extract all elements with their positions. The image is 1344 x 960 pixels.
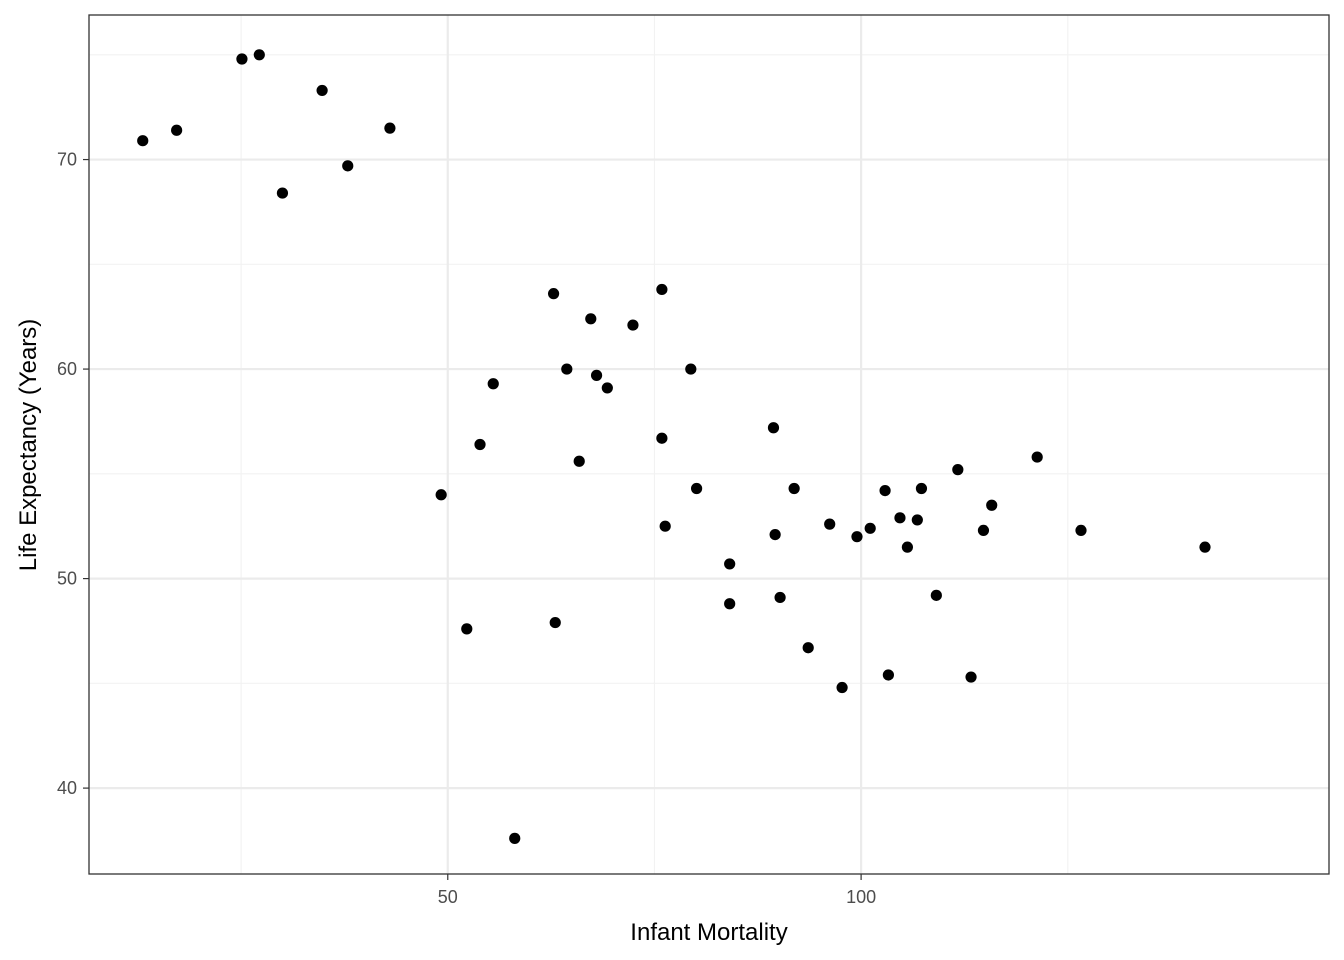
- y-tick-label: 70: [57, 150, 77, 170]
- data-point: [1075, 524, 1087, 537]
- data-point: [894, 512, 906, 524]
- x-tick-label: 100: [846, 887, 876, 907]
- data-point: [986, 499, 998, 511]
- data-point: [461, 623, 473, 635]
- data-point: [656, 283, 668, 296]
- plot-panel: [89, 15, 1329, 874]
- data-point: [824, 518, 836, 530]
- y-axis: 40 50 60 70: [57, 150, 89, 798]
- x-axis: 50 100: [438, 874, 876, 907]
- data-point: [316, 84, 328, 97]
- data-point: [691, 482, 703, 495]
- data-point: [236, 53, 248, 65]
- data-point: [585, 313, 597, 325]
- x-tick-label: 50: [438, 887, 458, 907]
- data-point: [767, 422, 780, 434]
- data-point: [547, 288, 560, 300]
- data-point: [802, 642, 814, 654]
- data-point: [276, 187, 289, 199]
- data-point: [1031, 451, 1043, 463]
- data-point: [384, 122, 396, 134]
- y-tick-label: 40: [57, 778, 77, 798]
- data-point: [561, 363, 573, 375]
- data-point: [952, 464, 964, 476]
- data-point: [137, 135, 149, 147]
- data-point: [549, 616, 561, 629]
- data-point: [965, 671, 977, 683]
- data-point: [659, 520, 671, 532]
- data-point: [685, 363, 697, 375]
- panel-border: [88, 14, 1330, 875]
- data-point: [724, 558, 736, 570]
- data-point: [474, 438, 486, 451]
- data-point: [171, 124, 183, 136]
- data-point: [836, 681, 848, 694]
- major-gridlines: [89, 15, 1329, 874]
- data-point: [774, 591, 786, 604]
- data-point: [509, 832, 521, 844]
- data-points: [137, 49, 1211, 844]
- data-point: [435, 489, 447, 501]
- data-point: [253, 49, 265, 61]
- data-point: [627, 319, 639, 331]
- y-tick-label: 60: [57, 359, 77, 379]
- data-point: [1199, 541, 1211, 553]
- data-point: [342, 160, 354, 172]
- y-axis-title: Life Expectancy (Years): [15, 319, 42, 572]
- data-point: [915, 482, 928, 495]
- data-point: [864, 522, 876, 534]
- data-point: [590, 369, 603, 381]
- data-point: [487, 378, 499, 390]
- y-tick-label: 50: [57, 569, 77, 589]
- data-point: [724, 598, 736, 610]
- data-point: [911, 514, 923, 526]
- data-point: [851, 531, 863, 543]
- data-point: [601, 382, 613, 394]
- data-point: [879, 484, 891, 497]
- data-point: [769, 528, 781, 541]
- x-axis-title: Infant Mortality: [630, 919, 787, 946]
- data-point: [930, 589, 942, 601]
- minor-gridlines: [89, 15, 1329, 874]
- data-point: [573, 455, 585, 467]
- data-point: [901, 541, 914, 553]
- data-point: [788, 482, 800, 495]
- data-point: [882, 669, 894, 681]
- data-point: [977, 524, 990, 537]
- data-point: [656, 432, 668, 444]
